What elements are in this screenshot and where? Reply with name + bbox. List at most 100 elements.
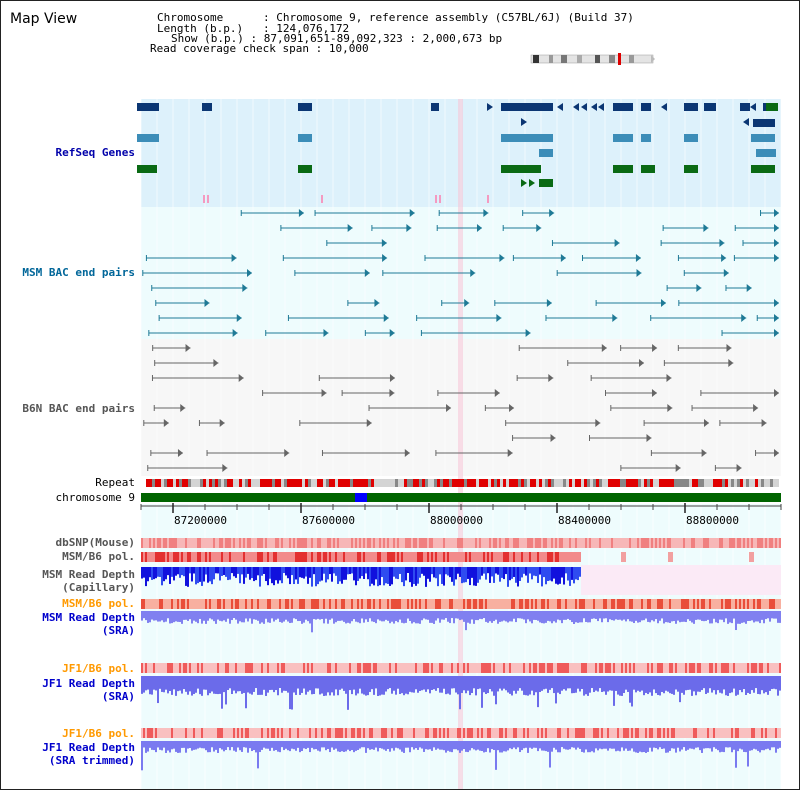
msm-bac-pair-arrow xyxy=(499,254,505,262)
depth-bar xyxy=(711,741,713,752)
depth-bar xyxy=(569,611,571,621)
polymorphism-cell xyxy=(339,552,341,562)
depth-bar xyxy=(269,567,271,579)
polymorphism-cell xyxy=(767,663,769,673)
polymorphism-cell xyxy=(573,538,575,548)
polymorphism-cell xyxy=(571,599,573,609)
depth-bar xyxy=(463,676,465,691)
depth-bar xyxy=(541,611,543,624)
polymorphism-cell xyxy=(657,538,659,548)
polymorphism-cell xyxy=(267,552,269,562)
depth-bar xyxy=(381,611,383,622)
polymorphism-cell xyxy=(591,663,593,673)
polymorphism-cell xyxy=(181,663,183,673)
polymorphism-cell xyxy=(739,599,741,609)
depth-bar xyxy=(161,611,163,621)
polymorphism-cell xyxy=(485,663,487,673)
polymorphism-cell xyxy=(165,538,167,548)
polymorphism-cell xyxy=(659,599,661,609)
depth-bar xyxy=(589,741,591,753)
polymorphism-cell xyxy=(663,538,665,548)
polymorphism-cell xyxy=(617,663,619,673)
repeat-block xyxy=(407,479,410,487)
polymorphism-cell xyxy=(733,599,735,609)
polymorphism-cell xyxy=(491,552,493,562)
polymorphism-cell xyxy=(409,728,411,738)
repeat-block xyxy=(257,479,260,487)
repeat-block xyxy=(689,479,692,487)
polymorphism-cell xyxy=(501,552,503,562)
repeat-block xyxy=(299,479,302,487)
polymorphism-cell xyxy=(285,728,287,738)
depth-bar xyxy=(475,741,477,751)
polymorphism-cell xyxy=(723,599,725,609)
polymorphism-cell xyxy=(433,663,435,673)
depth-bar xyxy=(619,611,621,620)
depth-bar xyxy=(221,567,223,576)
depth-bar xyxy=(187,741,189,749)
depth-bar xyxy=(151,611,153,620)
polymorphism-cell xyxy=(405,663,407,673)
polymorphism-cell xyxy=(329,599,331,609)
depth-bar xyxy=(735,741,737,768)
depth-bar xyxy=(197,611,199,624)
depth-bar xyxy=(469,741,471,751)
depth-bar xyxy=(489,676,491,690)
depth-bar xyxy=(313,741,315,750)
depth-bar xyxy=(197,676,199,689)
chromosome-ideogram[interactable] xyxy=(529,53,657,65)
polymorphism-cell xyxy=(303,663,305,673)
polymorphism-cell xyxy=(333,599,335,609)
depth-bar xyxy=(221,741,223,750)
polymorphism-cell xyxy=(339,728,341,738)
repeat-block xyxy=(683,479,686,487)
depth-bar xyxy=(259,676,261,695)
polymorphism-cell xyxy=(587,728,589,738)
polymorphism-cell xyxy=(295,663,297,673)
polymorphism-cell xyxy=(193,663,195,673)
polymorphism-cell xyxy=(397,538,399,548)
polymorphism-cell xyxy=(467,538,469,548)
polymorphism-cell xyxy=(347,552,349,562)
polymorphism-cell xyxy=(715,663,717,673)
polymorphism-cell xyxy=(357,538,359,548)
depth-bar xyxy=(509,611,511,622)
repeat-block xyxy=(389,479,392,487)
polymorphism-cell xyxy=(245,599,247,609)
repeat-block xyxy=(554,479,557,487)
polymorphism-cell xyxy=(535,552,537,562)
depth-bar xyxy=(331,567,333,582)
depth-bar xyxy=(233,676,235,691)
polymorphism-cell xyxy=(587,538,589,548)
repeat-block xyxy=(596,479,599,487)
polymorphism-cell xyxy=(775,599,777,609)
polymorphism-cell xyxy=(741,538,743,548)
polymorphism-cell xyxy=(161,552,163,562)
polymorphism-cell xyxy=(149,552,151,562)
polymorphism-cell xyxy=(163,552,165,562)
polymorphism-cell xyxy=(321,728,323,738)
depth-bar xyxy=(671,611,673,622)
depth-bar xyxy=(261,741,263,750)
polymorphism-cell xyxy=(193,552,195,562)
polymorphism-cell xyxy=(555,552,557,562)
repeat-block xyxy=(776,479,779,487)
polymorphism-cell xyxy=(395,663,397,673)
polymorphism-cell xyxy=(409,599,411,609)
polymorphism-cell xyxy=(479,599,481,609)
polymorphism-cell xyxy=(575,728,577,738)
polymorphism-cell xyxy=(541,728,543,738)
depth-bar xyxy=(309,741,311,753)
polymorphism-cell xyxy=(359,599,361,609)
polymorphism-cell xyxy=(523,663,525,673)
polymorphism-cell xyxy=(435,599,437,609)
depth-bar xyxy=(399,676,401,695)
polymorphism-cell xyxy=(683,728,685,738)
repeat-block xyxy=(488,479,491,487)
polymorphism-cell xyxy=(765,728,767,738)
depth-bar xyxy=(659,676,661,696)
depth-bar xyxy=(185,741,187,753)
polymorphism-cell xyxy=(203,552,205,562)
polymorphism-cell xyxy=(287,599,289,609)
